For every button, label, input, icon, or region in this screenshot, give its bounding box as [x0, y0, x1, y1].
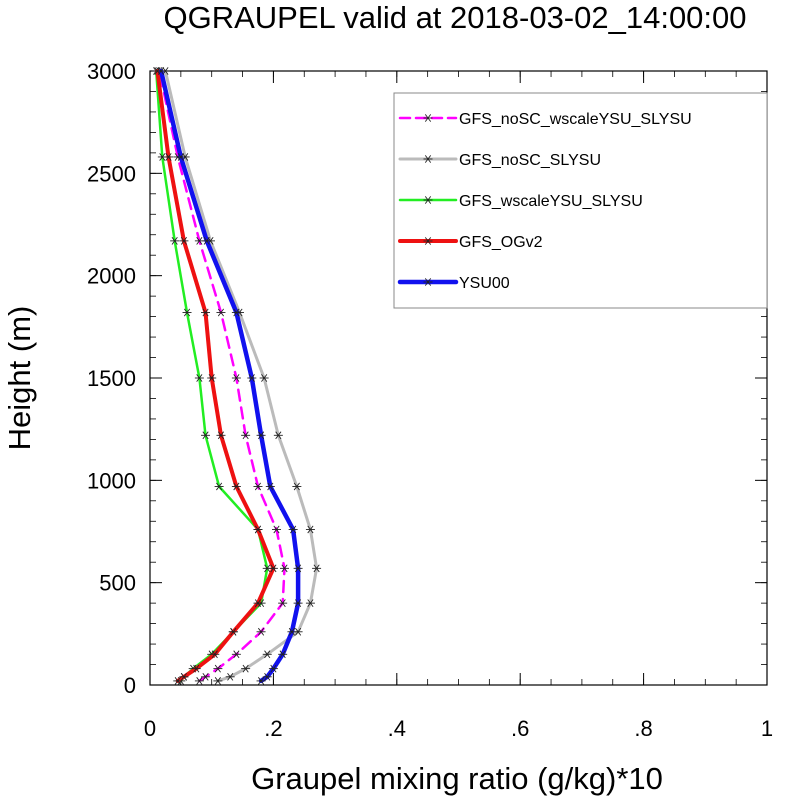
legend-marker: [423, 278, 433, 286]
data-point: [293, 564, 303, 573]
data-point: [179, 672, 189, 681]
data-point: [268, 664, 278, 673]
x-axis-label: Graupel mixing ratio (g/kg)*10: [251, 761, 663, 796]
x-tick-label: .4: [388, 716, 406, 741]
data-point: [182, 308, 192, 317]
legend-item: GFS_noSC_wscaleYSU_SLYSU: [398, 111, 692, 128]
data-point: [256, 677, 266, 685]
data-point: [194, 677, 204, 685]
legend-item: YSU00: [397, 275, 510, 292]
y-tick-label: 2000: [87, 264, 136, 289]
x-tick-label: .6: [511, 716, 529, 741]
x-tick-label: .8: [634, 716, 652, 741]
series-GFS_noSC_wscaleYSU_SLYSU: [154, 67, 290, 685]
data-point: [305, 599, 315, 608]
legend: GFS_noSC_wscaleYSU_SLYSU GFS_noSC_SLYSU GF…: [393, 92, 768, 309]
data-point: [202, 237, 212, 245]
series-line: [163, 69, 319, 683]
x-tick-label: 0: [144, 716, 156, 741]
data-point: [164, 153, 174, 161]
data-point: [273, 431, 283, 440]
data-point: [225, 672, 235, 681]
data-point: [231, 308, 241, 317]
data-point: [207, 374, 217, 382]
series-GFS_OGv2: [152, 67, 278, 685]
legend-label: GFS_noSC_wscaleYSU_SLYSU: [459, 111, 692, 128]
data-point: [213, 664, 223, 673]
y-tick-label: 0: [124, 673, 136, 698]
x-tick-label: .2: [264, 716, 282, 741]
data-point: [241, 664, 251, 673]
data-point: [262, 672, 272, 681]
data-point: [262, 650, 272, 659]
data-point: [288, 525, 298, 534]
data-point: [268, 564, 278, 573]
data-point: [253, 599, 263, 608]
data-point: [176, 153, 186, 161]
data-point: [280, 564, 290, 573]
data-point: [194, 374, 204, 382]
data-point: [259, 374, 269, 382]
data-point: [201, 431, 211, 440]
data-point: [214, 482, 224, 491]
legend-label: GFS_OGv2: [459, 234, 543, 251]
data-point: [210, 650, 220, 659]
legend-items: GFS_noSC_wscaleYSU_SLYSU GFS_noSC_SLYSU GF…: [397, 111, 692, 292]
data-point: [287, 627, 297, 636]
data-point: [170, 237, 180, 245]
data-point: [253, 482, 263, 491]
data-point: [312, 564, 322, 573]
data-point: [271, 525, 281, 534]
y-axis: 0 500 1000 1500 2000 2500 3000: [87, 59, 767, 698]
data-point: [292, 482, 302, 491]
data-point: [173, 677, 183, 685]
data-point: [278, 599, 288, 608]
y-tick-label: 2500: [87, 161, 136, 186]
legend-label: GFS_noSC_SLYSU: [459, 152, 601, 169]
legend-label: YSU00: [459, 275, 510, 292]
chart-title: QGRAUPEL valid at 2018-03-02_14:00:00: [163, 0, 746, 35]
legend-marker: [423, 196, 433, 204]
data-point: [231, 650, 241, 659]
data-point: [216, 431, 226, 440]
data-point: [231, 374, 241, 382]
data-point: [305, 525, 315, 534]
legend-marker: [423, 155, 433, 163]
data-point: [201, 672, 211, 681]
legend-item: GFS_OGv2: [398, 234, 543, 251]
legend-item: GFS_noSC_SLYSU: [398, 152, 601, 169]
x-axis: 0 .2 .4 .6 .8 1: [144, 71, 773, 741]
y-axis-label: Height (m): [2, 306, 37, 451]
data-point: [179, 237, 189, 245]
y-tick-label: 1500: [87, 366, 136, 391]
legend-item: GFS_wscaleYSU_SLYSU: [398, 193, 643, 210]
data-point: [241, 431, 251, 440]
data-point: [213, 677, 223, 685]
x-tick-label: 1: [761, 716, 773, 741]
y-tick-label: 3000: [87, 59, 136, 84]
data-point: [156, 67, 166, 75]
legend-marker: [423, 237, 433, 245]
data-point: [228, 627, 238, 636]
legend-marker: [423, 114, 433, 122]
y-tick-label: 1000: [87, 468, 136, 493]
series-layer: [151, 67, 322, 685]
data-point: [256, 627, 266, 636]
data-point: [253, 525, 263, 534]
data-point: [191, 664, 201, 673]
series-YSU00: [156, 67, 303, 685]
data-point: [247, 374, 257, 382]
legend-label: GFS_wscaleYSU_SLYSU: [459, 193, 643, 210]
y-tick-label: 500: [99, 571, 136, 596]
data-point: [231, 482, 241, 491]
series-line: [158, 68, 301, 684]
data-point: [293, 599, 303, 608]
data-point: [256, 431, 266, 440]
data-point: [201, 308, 211, 317]
data-point: [265, 482, 275, 491]
data-point: [216, 308, 226, 317]
data-point: [278, 650, 288, 659]
series-line: [155, 69, 276, 683]
